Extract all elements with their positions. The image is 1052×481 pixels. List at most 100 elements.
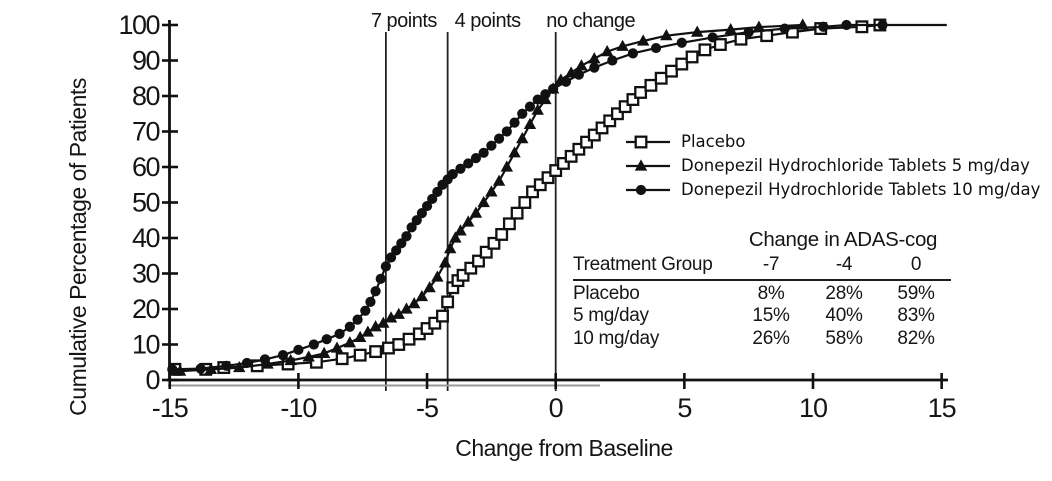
triangle-marker xyxy=(477,195,490,208)
circle-marker xyxy=(589,62,600,73)
open-square-legend-icon xyxy=(626,135,670,149)
circle-marker xyxy=(627,48,638,59)
square-marker xyxy=(626,93,640,107)
square-marker xyxy=(556,156,570,170)
y-tick-label: 30 xyxy=(132,259,160,289)
square-marker xyxy=(428,316,442,330)
y-tick-label: 10 xyxy=(132,330,160,360)
triangle-marker xyxy=(600,45,614,57)
triangle-marker xyxy=(392,307,405,319)
circle-marker xyxy=(676,37,687,48)
square-marker xyxy=(335,352,349,366)
triangle-marker xyxy=(400,302,413,314)
square-marker xyxy=(618,100,632,114)
square-marker xyxy=(436,309,449,323)
circle-marker xyxy=(635,184,647,196)
circle-marker xyxy=(501,126,512,137)
reference-label: 4 points xyxy=(455,10,522,32)
square-marker xyxy=(603,114,617,128)
circle-marker xyxy=(779,23,790,34)
circle-marker xyxy=(447,169,458,180)
square-marker xyxy=(634,86,648,99)
table-cell: 59% xyxy=(897,282,935,304)
circle-marker xyxy=(427,193,438,205)
reference-label: no change xyxy=(546,10,635,32)
square-marker xyxy=(402,332,416,346)
x-tick-label: 0 xyxy=(549,393,563,423)
legend-label: Donepezil Hydrochloride Tablets 5 mg/day xyxy=(681,156,1030,175)
square-marker xyxy=(464,261,478,275)
y-tick-label: 40 xyxy=(132,223,160,253)
square-marker xyxy=(502,217,516,231)
series-open-square xyxy=(168,18,887,376)
circle-marker xyxy=(401,231,412,242)
y-tick-label: 70 xyxy=(132,117,160,147)
circle-marker xyxy=(493,133,505,144)
circle-marker xyxy=(524,101,536,112)
square-marker xyxy=(309,355,323,369)
square-marker xyxy=(564,149,578,163)
y-tick-label: 20 xyxy=(132,294,160,324)
square-marker xyxy=(572,142,586,156)
inset-table-col-header: Treatment Group xyxy=(573,254,735,281)
circle-marker xyxy=(650,42,662,54)
legend-item: Placebo xyxy=(626,130,1040,154)
triangle-marker xyxy=(361,325,375,337)
circle-marker xyxy=(321,334,332,345)
table-cell: 26% xyxy=(752,327,790,349)
circle-marker xyxy=(432,186,443,197)
triangle-marker xyxy=(454,224,467,236)
triangle-marker xyxy=(407,297,421,309)
table-cell: 28% xyxy=(825,282,863,304)
reference-label: 7 points xyxy=(371,10,438,32)
circle-marker xyxy=(416,208,428,219)
x-tick-label: 5 xyxy=(677,393,691,423)
inset-table-col-header: 0 xyxy=(881,254,951,281)
circle-marker xyxy=(455,163,466,174)
triangle-marker xyxy=(616,39,629,51)
circle-marker xyxy=(259,354,271,365)
circle-marker xyxy=(818,21,829,32)
square-marker xyxy=(526,185,539,199)
triangle-marker xyxy=(469,206,483,218)
circle-marker xyxy=(877,19,888,31)
circle-marker xyxy=(517,108,528,119)
legend: Placebo Donepezil Hydrochloride Tablets 5… xyxy=(626,130,1040,202)
circle-marker xyxy=(380,261,391,272)
circle-marker xyxy=(385,252,397,263)
square-marker xyxy=(472,254,485,268)
triangle-marker xyxy=(575,59,588,71)
square-marker xyxy=(549,164,563,178)
circle-marker xyxy=(391,245,402,256)
triangle-marker xyxy=(384,311,398,323)
circle-marker xyxy=(607,55,618,66)
triangle-marker xyxy=(431,270,444,282)
circle-marker xyxy=(334,328,345,339)
circle-marker xyxy=(352,314,363,325)
circle-marker xyxy=(532,94,543,105)
circle-marker xyxy=(841,19,852,31)
legend-item: Donepezil Hydrochloride Tablets 5 mg/day xyxy=(626,154,1040,178)
triangle-marker xyxy=(691,25,704,37)
table-cell: 58% xyxy=(825,327,863,349)
circle-marker xyxy=(293,344,304,355)
triangle-marker xyxy=(423,281,436,293)
circle-marker xyxy=(406,222,417,233)
triangle-marker xyxy=(462,215,475,227)
triangle-marker xyxy=(636,34,650,46)
square-marker xyxy=(634,135,648,149)
y-tick-label: 60 xyxy=(132,152,160,182)
triangle-marker xyxy=(369,320,382,332)
triangle-marker xyxy=(485,185,498,197)
table-cell: Placebo xyxy=(573,282,640,304)
legend-label: Placebo xyxy=(681,132,746,151)
table-cell: 5 mg/day xyxy=(573,305,649,326)
circle-marker xyxy=(509,117,520,128)
y-tick-label: 80 xyxy=(132,81,160,111)
square-marker xyxy=(541,171,555,185)
table-cell: 82% xyxy=(897,327,935,349)
inset-table-col-header: -7 xyxy=(735,254,807,281)
square-marker xyxy=(382,341,395,355)
